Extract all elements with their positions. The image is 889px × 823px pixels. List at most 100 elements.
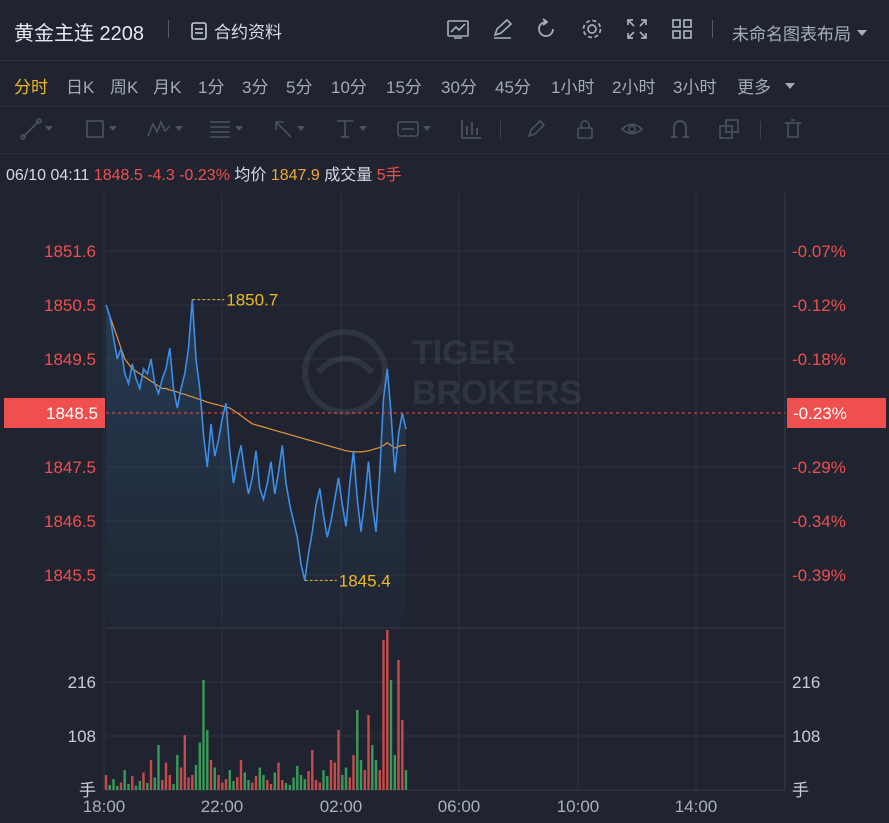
y-axis-right-tick: -0.34% [792, 512, 846, 531]
period-tab[interactable]: 更多 [737, 78, 771, 97]
drawing-toolbar [0, 106, 889, 154]
lock-icon[interactable] [574, 117, 596, 141]
y-axis-right-tick: -0.18% [792, 350, 846, 369]
contract-info-button[interactable]: 合约资料 [190, 18, 282, 43]
average-price-line [105, 304, 406, 453]
volume-bar [161, 780, 164, 790]
volume-bar [269, 784, 273, 790]
period-tab[interactable]: 1小时 [551, 78, 595, 97]
period-tab[interactable]: 5分 [286, 78, 313, 97]
volume-bar [322, 770, 325, 790]
instrument-title[interactable]: 黄金主连 2208 [14, 23, 145, 45]
avg-price-value: 1847.9 [270, 167, 320, 184]
volume-bar [307, 771, 310, 790]
text-tool-icon[interactable] [334, 117, 367, 141]
volume-bar [112, 779, 115, 790]
period-tab[interactable]: 3小时 [673, 78, 717, 97]
volume-bar [228, 770, 231, 790]
chart-type-icon[interactable] [445, 16, 471, 42]
volume-bar [217, 775, 220, 790]
y-axis-left-tick: 1845.5 [44, 566, 96, 585]
refresh-icon[interactable] [534, 16, 560, 42]
period-tab[interactable]: 3分 [242, 78, 269, 97]
volume-bar [299, 775, 303, 790]
volume-axis-left-tick: 108 [68, 727, 96, 746]
volume-bar [209, 760, 213, 790]
volume-bar [116, 786, 119, 790]
contract-info-label: 合约资料 [214, 23, 282, 42]
trend-line-tool-icon[interactable] [20, 117, 53, 141]
volume-bar [127, 784, 130, 790]
volume-bar [363, 770, 366, 790]
y-axis-right-tick: -0.12% [792, 296, 846, 315]
layout-selector[interactable]: 未命名图表布局 [732, 20, 867, 45]
volume-bar [374, 760, 378, 790]
period-tab[interactable]: 15分 [386, 78, 422, 97]
volume-bar [198, 742, 201, 790]
price-line [105, 299, 407, 581]
volume-bar [262, 775, 265, 790]
y-axis-left-tick: 1850.5 [44, 296, 96, 315]
grid-layout-icon[interactable] [669, 16, 695, 42]
volume-label: 成交量 [324, 167, 373, 184]
volume-bar [273, 772, 276, 790]
min-price-label: 1845.4 [339, 571, 391, 590]
max-price-label: 1850.7 [226, 291, 278, 310]
volume-bar [341, 775, 344, 790]
toolbar-divider [760, 121, 761, 139]
volume-value: 5手 [376, 167, 402, 184]
volume-bars [104, 630, 408, 790]
quote-info-bar: 06/10 04:11 1848.5 -4.3 -0.23% 均价 1847.9… [6, 161, 402, 185]
indicator-tool-icon[interactable] [459, 117, 483, 141]
rectangle-tool-icon[interactable] [84, 117, 117, 141]
quote-price: 1848.5 [93, 167, 143, 184]
period-tab[interactable]: 分时 [14, 78, 48, 97]
y-axis-left-tick: 1846.5 [44, 512, 96, 531]
label-tool-icon[interactable] [396, 117, 431, 141]
volume-bar [359, 760, 363, 790]
volume-axis-right-tick: 216 [792, 673, 820, 692]
eye-icon[interactable] [620, 117, 644, 141]
volume-bar [191, 775, 194, 790]
y-axis-left-tick: 1851.6 [44, 242, 96, 261]
period-tab[interactable]: 30分 [441, 78, 477, 97]
brush-tool-icon[interactable] [525, 117, 547, 141]
current-price-tag-text: 1848.5 [46, 404, 98, 423]
period-tab[interactable]: 周K [110, 78, 139, 97]
volume-bar [318, 782, 321, 790]
volume-bar [104, 775, 108, 790]
period-tab[interactable]: 1分 [198, 78, 225, 97]
toolbar-divider [712, 20, 713, 38]
period-tab[interactable]: 10分 [331, 78, 367, 97]
x-axis-tick: 14:00 [675, 797, 718, 816]
duplicate-icon[interactable] [717, 117, 741, 141]
period-tab[interactable]: 日K [66, 78, 95, 97]
gear-icon[interactable] [579, 16, 605, 42]
volume-bar [352, 755, 355, 790]
period-tab[interactable]: 月K [153, 78, 182, 97]
fibonacci-tool-icon[interactable] [208, 117, 243, 141]
volume-bar [397, 660, 400, 790]
pattern-tool-icon[interactable] [146, 117, 183, 141]
volume-bar [224, 779, 228, 790]
x-axis-tick: 18:00 [83, 797, 126, 816]
volume-bar [333, 762, 336, 790]
volume-bar [176, 755, 179, 790]
magnet-icon[interactable] [669, 117, 691, 141]
trash-icon[interactable] [782, 117, 804, 141]
arrow-tool-icon[interactable] [272, 117, 305, 141]
volume-bar [134, 785, 138, 790]
period-tab[interactable]: 45分 [495, 78, 531, 97]
volume-bar [138, 781, 141, 790]
y-axis-right-tick: -0.29% [792, 458, 846, 477]
volume-bar [389, 680, 393, 790]
volume-bar [179, 767, 183, 790]
fullscreen-icon[interactable] [624, 16, 650, 42]
period-tab[interactable]: 2小时 [612, 78, 656, 97]
volume-bar [314, 780, 318, 790]
top-toolbar: 黄金主连 2208 合约资料 未命名图表布局 [0, 0, 889, 60]
current-pct-tag-text: -0.23% [793, 404, 847, 423]
y-axis-left-tick: 1849.5 [44, 350, 96, 369]
edit-icon[interactable] [490, 16, 516, 42]
